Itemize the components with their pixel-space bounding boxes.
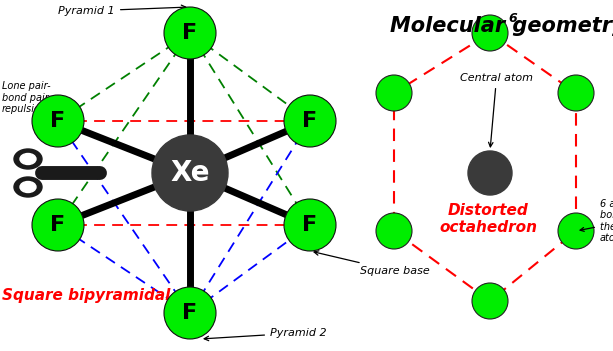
Circle shape [468,151,512,195]
Circle shape [376,213,412,249]
Text: Square base: Square base [314,251,430,276]
Text: 6 atoms
bonded to
the central
atom: 6 atoms bonded to the central atom [580,199,613,243]
Text: Lone pair-
bond pair
repulsions: Lone pair- bond pair repulsions [2,81,52,114]
Text: F: F [183,303,197,323]
Text: F: F [302,215,318,235]
Text: Distorted
octahedron: Distorted octahedron [439,203,537,236]
Text: F: F [183,23,197,43]
Text: F: F [50,111,66,131]
Circle shape [164,287,216,339]
Text: Central atom: Central atom [460,73,533,147]
Ellipse shape [20,153,36,165]
Text: F: F [50,215,66,235]
Circle shape [472,15,508,51]
Ellipse shape [14,177,42,197]
Text: Pyramid 2: Pyramid 2 [204,328,327,341]
Circle shape [32,199,84,251]
Circle shape [558,213,594,249]
Circle shape [558,75,594,111]
Circle shape [472,283,508,319]
Circle shape [152,135,228,211]
Ellipse shape [20,181,36,192]
Circle shape [32,95,84,147]
Text: Square bipyramidal: Square bipyramidal [2,288,170,303]
Circle shape [376,75,412,111]
Text: Molecular geometry of XeF: Molecular geometry of XeF [390,16,613,36]
Text: 6: 6 [508,12,517,25]
Circle shape [164,7,216,59]
Text: Pyramid 1: Pyramid 1 [58,5,186,16]
Circle shape [284,95,336,147]
Circle shape [284,199,336,251]
Ellipse shape [14,149,42,169]
Text: Xe: Xe [170,159,210,187]
Text: F: F [302,111,318,131]
